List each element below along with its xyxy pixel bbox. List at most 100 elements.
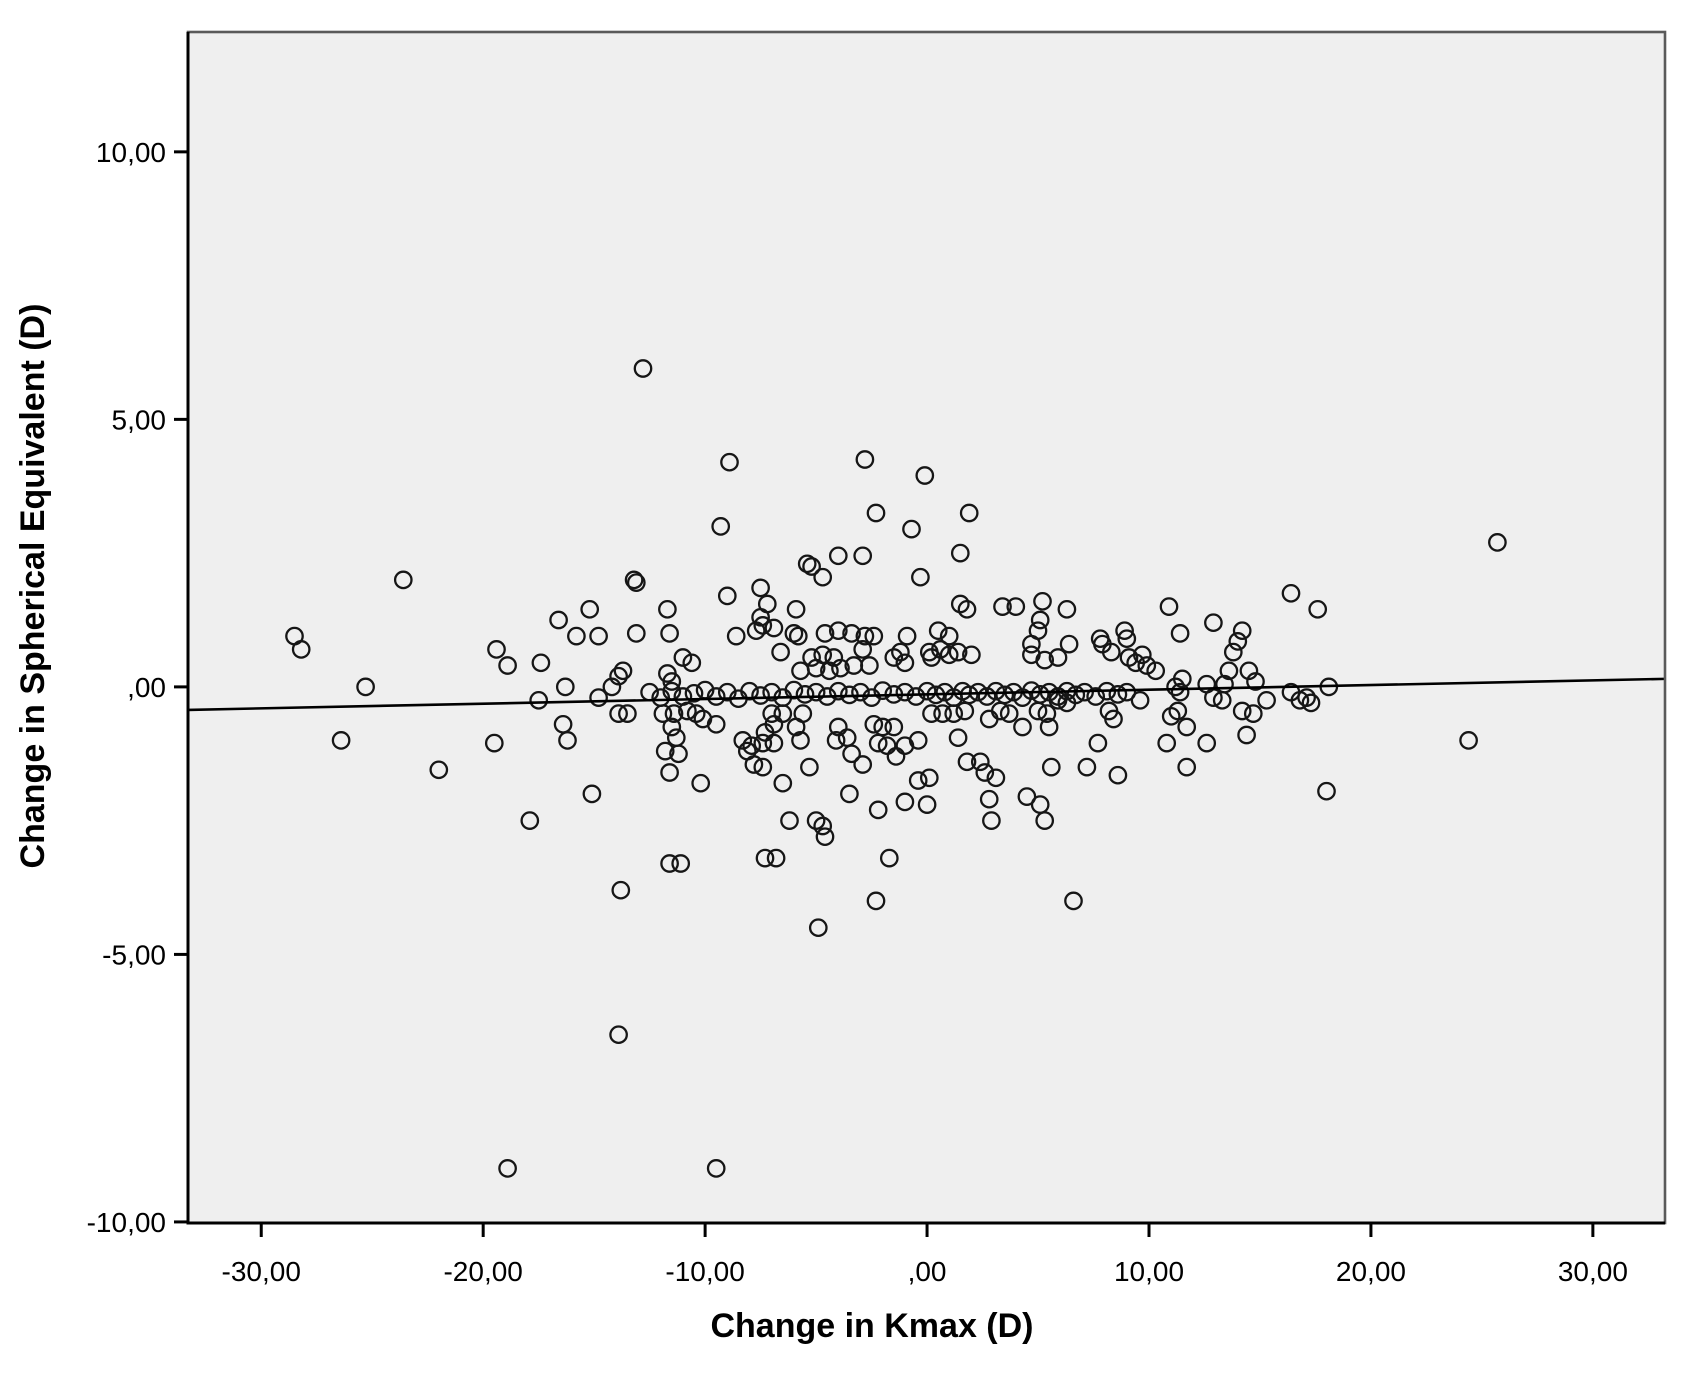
data-point (609, 1025, 628, 1045)
data-point (948, 642, 968, 662)
data-point (733, 731, 753, 750)
data-point (742, 736, 762, 756)
fit-line (187, 677, 1666, 712)
data-point (879, 848, 899, 868)
data-point (755, 848, 775, 868)
data-point (1130, 690, 1150, 710)
data-point (995, 685, 1015, 705)
data-point (826, 731, 846, 750)
data-point (746, 621, 766, 641)
data-point (662, 717, 682, 737)
data-point (706, 687, 726, 706)
data-point (884, 717, 904, 737)
data-point (1166, 677, 1185, 697)
data-point (1041, 757, 1061, 777)
data-point (806, 658, 826, 678)
x-tick-label: 20,00 (1336, 1256, 1406, 1287)
data-point (658, 599, 677, 619)
plot-background (188, 32, 1665, 1223)
data-point (906, 687, 926, 706)
data-point (1237, 725, 1256, 745)
data-point (589, 626, 608, 646)
data-point (1212, 690, 1232, 710)
data-point (706, 714, 726, 734)
data-point (633, 359, 653, 378)
data-point (864, 626, 884, 646)
data-point (567, 626, 586, 646)
data-point (793, 704, 813, 723)
data-point (868, 800, 888, 820)
data-point (1037, 704, 1057, 723)
data-point (831, 658, 850, 678)
y-axis-title: Change in Spherical Equivalent (D) (14, 304, 52, 869)
data-point (1161, 706, 1181, 726)
data-point (1022, 681, 1041, 700)
data-point (866, 891, 886, 911)
data-point (660, 763, 679, 782)
data-point (1059, 634, 1079, 654)
data-point (664, 704, 684, 723)
data-point (1048, 687, 1068, 706)
data-point (764, 733, 784, 753)
data-point (1117, 629, 1137, 649)
data-point (1137, 656, 1157, 675)
data-point (1006, 597, 1026, 616)
data-point (1459, 731, 1478, 750)
data-point (795, 685, 815, 704)
x-tick-label: -10,00 (665, 1256, 744, 1287)
data-point (580, 599, 600, 619)
plot-area-background (188, 32, 1665, 1223)
data-point (855, 626, 875, 646)
data-point (979, 789, 999, 809)
data-point (1126, 653, 1146, 673)
data-point (1281, 583, 1301, 603)
data-point (853, 640, 873, 659)
data-point (1157, 733, 1177, 753)
data-point (662, 672, 682, 691)
data-point (1204, 613, 1223, 633)
data-point (1257, 690, 1276, 710)
data-point (1232, 701, 1252, 721)
data-point (986, 681, 1006, 701)
data-point (853, 546, 873, 566)
data-point (1033, 591, 1052, 611)
data-point (609, 666, 628, 686)
data-point (873, 681, 893, 700)
x-tick-label: -20,00 (443, 1256, 522, 1287)
data-point (624, 570, 644, 590)
data-point (1488, 533, 1507, 552)
data-point (613, 661, 633, 681)
data-point (558, 731, 577, 750)
data-point (919, 768, 939, 788)
data-point (911, 567, 930, 587)
data-point (393, 570, 413, 590)
data-point (1115, 621, 1134, 641)
data-point (933, 704, 952, 723)
data-point (786, 599, 806, 619)
y-tick-label: 5,00 (112, 404, 167, 435)
data-point (762, 704, 782, 723)
data-point (864, 714, 884, 734)
data-point (1022, 634, 1041, 654)
data-point (908, 771, 928, 790)
data-points-layer (285, 359, 1507, 1178)
data-point (751, 686, 770, 705)
data-point (753, 757, 773, 777)
data-point (828, 546, 848, 566)
data-point (800, 757, 819, 777)
data-point (1030, 685, 1050, 704)
data-point (1177, 717, 1197, 737)
data-point (957, 752, 977, 772)
data-point (1308, 599, 1328, 619)
data-point (828, 621, 848, 641)
data-point (771, 642, 790, 662)
data-point (484, 733, 504, 753)
data-point (1243, 704, 1263, 723)
data-point (1057, 599, 1077, 619)
data-point (1039, 717, 1059, 737)
data-point (802, 648, 821, 667)
data-point (1146, 661, 1166, 681)
data-point (753, 733, 773, 753)
data-point (957, 599, 977, 619)
